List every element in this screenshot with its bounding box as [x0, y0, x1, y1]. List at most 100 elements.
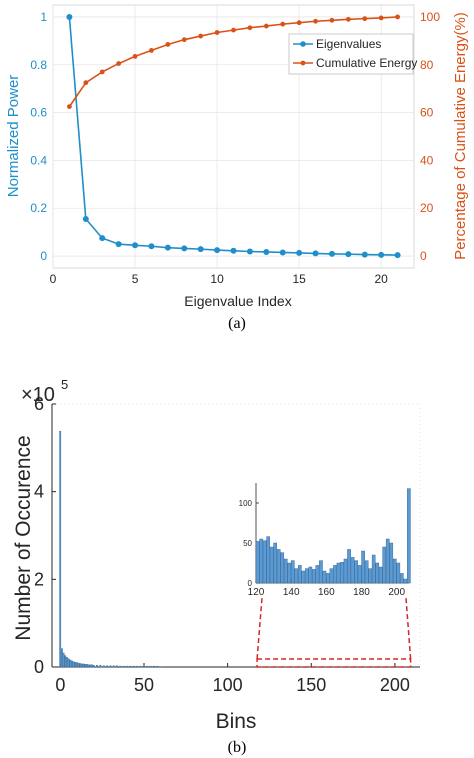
cumulative-energy-point: [247, 25, 253, 31]
series-group-a: [66, 13, 401, 259]
inset-y-tick-label: 100: [239, 499, 253, 508]
eigenvalue-point: [263, 248, 270, 255]
y2-axis-label-a: Percentage of Cumulative Energy(%): [452, 12, 469, 260]
legend-label-eigenvalues: Eigenvalues: [316, 37, 381, 51]
eigenvalue-point: [115, 241, 122, 248]
y-multiplier-exp: 5: [61, 377, 68, 392]
y-ticks-a: 0 0.2 0.4 0.6 0.8 1: [30, 10, 47, 263]
eigenvalue-point: [394, 252, 401, 259]
histogram-bar: [64, 655, 67, 668]
eigenvalue-point: [181, 245, 188, 252]
histogram-bar: [62, 652, 65, 668]
inset-bar: [301, 570, 306, 584]
chart-a: 0 5 10 15 20 0 0.2 0.4 0.6 0.8 1 0 20 40 60 80 100 Eig…: [5, 4, 469, 332]
y-tick-label-b: 6: [34, 394, 44, 414]
y-tick-label-a: 0.6: [30, 106, 47, 120]
inset-x-tick-label: 200: [388, 587, 405, 598]
y2-tick-label-a: 40: [420, 153, 434, 167]
inset-bar: [389, 542, 394, 584]
legend-label-cumulative: Cumulative Energy: [316, 56, 417, 70]
cumulative-energy-point: [181, 37, 187, 43]
cumulative-energy-point: [296, 20, 302, 26]
y-multiplier-base: ×10: [21, 384, 55, 406]
x-tick-label-a: 5: [132, 272, 139, 286]
y2-tick-label-a: 80: [420, 58, 434, 72]
histogram-bar: [156, 665, 159, 668]
inset-bar: [336, 562, 341, 584]
histogram-bar: [146, 665, 149, 668]
eigenvalue-point: [328, 250, 335, 257]
inset-bar: [385, 538, 390, 584]
histogram-bar: [67, 658, 70, 668]
inset-bar: [269, 546, 274, 584]
histogram-bar: [106, 665, 108, 668]
x-tick-label-a: 15: [292, 272, 306, 286]
inset-bar: [378, 566, 383, 584]
zoom-connector-left: [256, 597, 263, 660]
inset-bar: [305, 568, 309, 584]
y2-tick-label-a: 20: [420, 201, 434, 215]
inset-bar: [368, 568, 372, 584]
cumulative-energy-point: [165, 42, 171, 47]
inset-bar: [396, 562, 401, 584]
inset-bar: [266, 536, 270, 584]
eigenvalue-point: [345, 251, 352, 258]
x-tick-label-b: 150: [296, 675, 326, 695]
histogram-bar: [119, 665, 122, 668]
zoom-connector-right: [405, 597, 412, 660]
y2-tick-label-a: 0: [420, 249, 427, 263]
histogram-bar: [79, 663, 82, 668]
histogram-bar: [86, 664, 88, 668]
y-tick-label-b: 4: [34, 482, 44, 502]
inset-bar: [319, 560, 323, 584]
bars-b: [59, 430, 162, 668]
inset-bar: [375, 562, 380, 584]
caption-a: (a): [228, 315, 246, 332]
cumulative-energy-point: [198, 33, 204, 39]
inset-bar: [382, 546, 387, 584]
inset-bar: [280, 552, 285, 584]
histogram-bar: [112, 665, 115, 668]
x-ticks-b: 0 50 100 150 200: [55, 663, 410, 695]
x-axis-label-b: Bins: [216, 710, 257, 733]
eigenvalue-point: [197, 246, 204, 253]
histogram-bar: [116, 665, 118, 668]
cumulative-energy-point: [132, 54, 138, 59]
cumulative-energy-point: [214, 30, 220, 35]
inset-bar: [340, 562, 344, 584]
y-axis-label-a: Normalized Power: [5, 75, 22, 198]
inset-x-tick-label: 160: [318, 587, 335, 598]
zoom-region-box: [256, 658, 412, 668]
inset-bar: [326, 573, 330, 584]
inset-bar: [371, 554, 376, 584]
legend-marker-eigenvalues: [300, 41, 306, 47]
y-tick-label-a: 0.8: [30, 58, 47, 72]
cumulative-energy-point: [231, 27, 236, 33]
y2-tick-label-a: 60: [420, 106, 434, 120]
eigenvalue-point: [66, 13, 73, 20]
inset-y-tick-label: 50: [243, 539, 252, 548]
inset-bar: [298, 565, 302, 584]
y-tick-label-a: 0.4: [30, 153, 47, 167]
histogram-bar: [81, 663, 83, 668]
histogram-bar: [126, 665, 129, 668]
inset-bar: [392, 558, 397, 584]
inset-x-tick-label: 180: [353, 587, 370, 598]
legend-a: Eigenvalues Cumulative Energy: [288, 33, 417, 75]
histogram-bar: [91, 664, 93, 668]
inset-bar: [273, 542, 278, 584]
x-tick-label-a: 10: [210, 272, 224, 286]
inset-bar: [343, 558, 348, 584]
inset-bar: [283, 558, 288, 584]
cumulative-energy-point: [313, 18, 318, 24]
eigenvalue-point: [296, 249, 303, 256]
histogram-bar: [71, 660, 73, 668]
histogram-bar: [77, 662, 80, 668]
inset-bar: [315, 565, 320, 584]
inset-bar: [322, 570, 327, 584]
grid-a: [52, 5, 414, 268]
cumulative-energy-point: [99, 69, 105, 75]
inset-bar: [294, 568, 299, 584]
y2-ticks-a: 0 20 40 60 80 100: [420, 10, 440, 263]
